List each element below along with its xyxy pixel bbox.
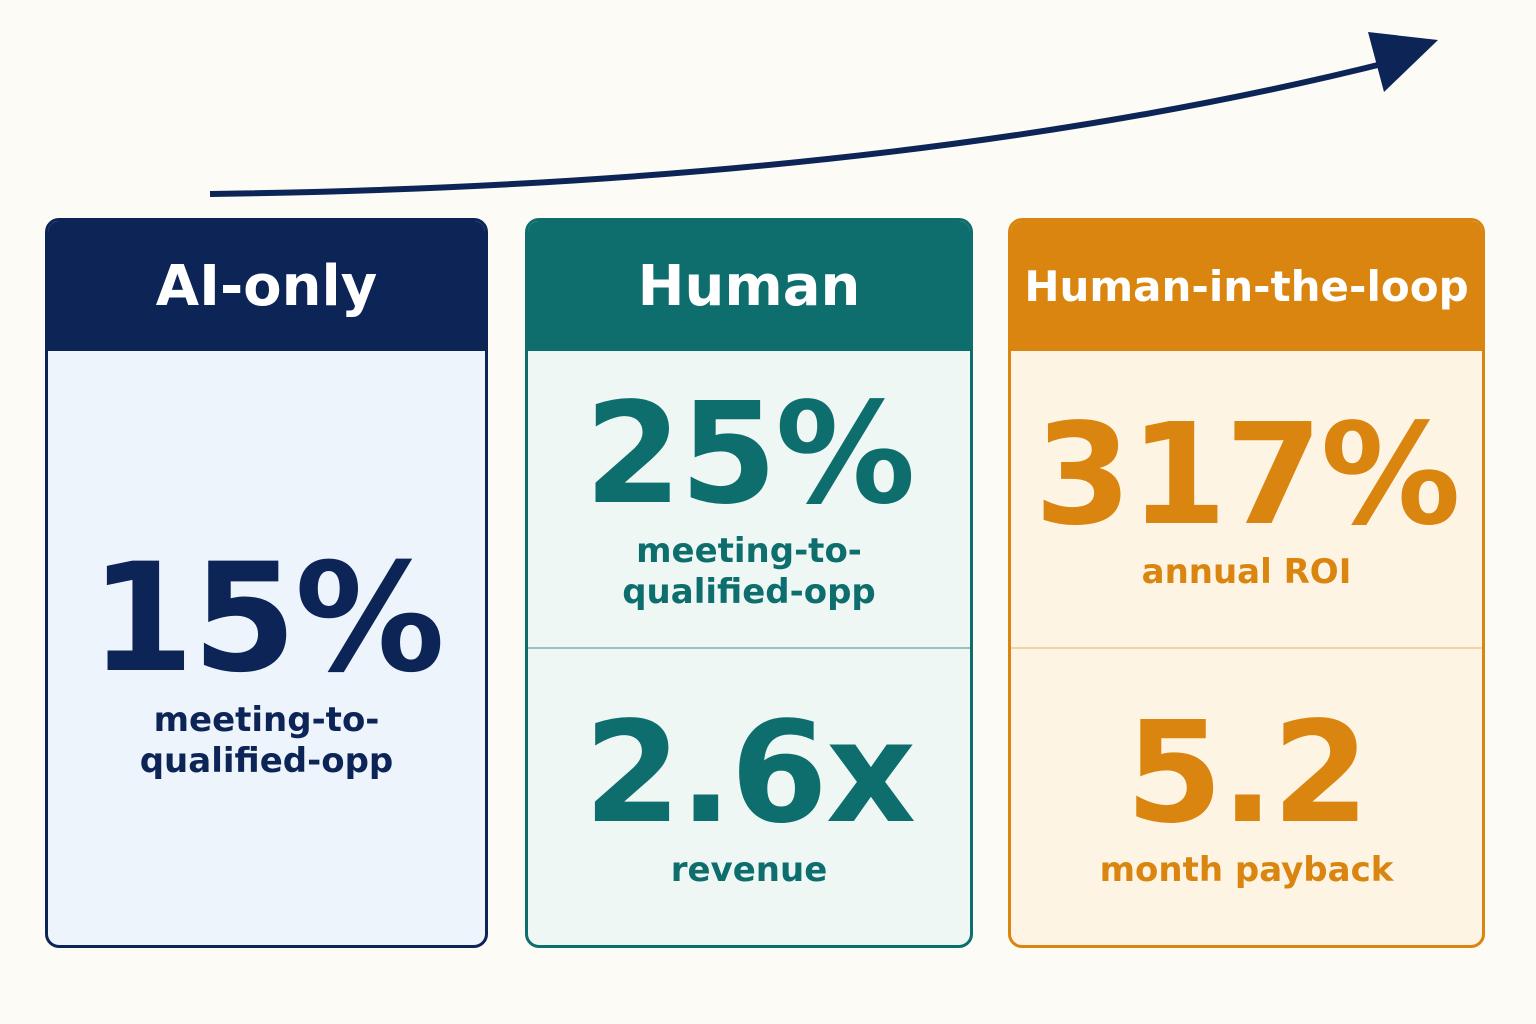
panel: AI-only 15% meeting-to-qualified-opp [45, 218, 488, 948]
metric-label: month payback [1099, 849, 1394, 890]
metric-label: meeting-to-qualified-opp [139, 700, 394, 781]
panel: Human-in-the-loop 317% annual ROI 5.2 mo… [1008, 218, 1485, 948]
metric: 25% meeting-to-qualified-opp [528, 351, 970, 647]
metric-label: annual ROI [1141, 551, 1352, 592]
panel-title: Human-in-the-loop [1011, 221, 1482, 351]
arrow-head [1368, 32, 1438, 92]
panel-title: AI-only [48, 221, 485, 351]
trend-arrow [209, 32, 1438, 197]
metric: 2.6x revenue [528, 647, 970, 945]
metric-value: 5.2 [1125, 691, 1369, 855]
panel: Human 25% meeting-to-qualified-opp 2.6x … [525, 218, 973, 948]
metric: 15% meeting-to-qualified-opp [48, 351, 485, 945]
panel-title: Human [528, 221, 970, 351]
metric-value: 317% [1034, 393, 1461, 557]
metric-value: 25% [584, 373, 915, 537]
metric-value: 15% [89, 532, 445, 707]
metric-label: meeting-to-qualified-opp [622, 531, 876, 612]
metric-value: 2.6x [583, 691, 916, 855]
metric: 317% annual ROI [1011, 351, 1482, 647]
metric-label: revenue [670, 849, 828, 890]
arrow-line [209, 59, 1391, 197]
metric: 5.2 month payback [1011, 647, 1482, 945]
